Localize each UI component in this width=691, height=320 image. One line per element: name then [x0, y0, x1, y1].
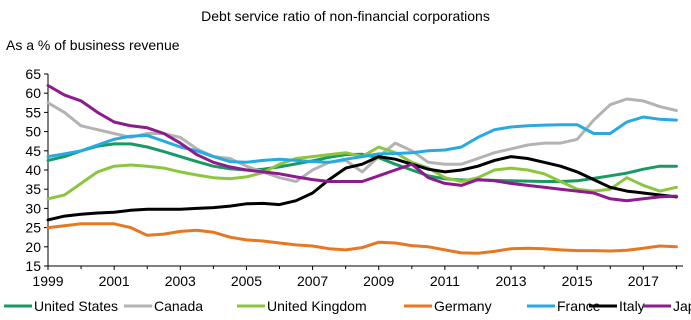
y-tick-label: 55 [25, 104, 41, 120]
y-tick-label: 45 [25, 143, 41, 159]
series-layer [46, 84, 678, 255]
legend-label: United Kingdom [267, 298, 367, 314]
x-tick-label: 2001 [99, 273, 130, 289]
y-tick-label: 30 [25, 200, 41, 216]
y-tick-label: 60 [25, 85, 41, 101]
legend-item: Japan [643, 298, 691, 314]
series-line-italy [46, 155, 678, 222]
axes: 15 20 25 30 35 40 45 50 55 60 65 1999 2001 2003 2005 20… [25, 66, 683, 289]
legend-label: Italy [619, 298, 645, 314]
x-tick-label: 2011 [430, 273, 460, 289]
legend-item: France [527, 298, 601, 314]
x-tick-label: 2015 [562, 273, 593, 289]
x-tick-label: 2017 [628, 273, 659, 289]
y-tick-label: 20 [25, 239, 41, 255]
y-tick-label: 65 [25, 66, 41, 82]
chart-title: Debt service ratio of non-financial corp… [201, 8, 490, 24]
legend-item: Germany [404, 298, 492, 314]
legend-label: France [557, 298, 601, 314]
y-tick-label: 40 [25, 162, 41, 178]
y-tick-label: 35 [25, 181, 41, 197]
series-line-france [46, 115, 678, 164]
series-line-united-states [46, 142, 678, 183]
x-tick-label: 2005 [231, 273, 262, 289]
legend-item: United Kingdom [237, 298, 367, 314]
x-tick-label: 2003 [165, 273, 196, 289]
y-tick-label: 50 [25, 124, 41, 140]
legend-label: Canada [154, 298, 203, 314]
x-tick-label: 1999 [32, 273, 63, 289]
legend-item: United States [4, 298, 118, 314]
legend-label: Germany [434, 298, 492, 314]
x-tick-label: 2009 [363, 273, 394, 289]
y-tick-label: 25 [25, 220, 41, 236]
series-line-germany [46, 222, 678, 255]
x-tick-label: 2007 [297, 273, 328, 289]
legend-label: United States [34, 298, 118, 314]
series-line-japan [46, 84, 678, 203]
y-axis-label: As a % of business revenue [6, 37, 180, 53]
series-line-canada [46, 97, 678, 183]
x-tick-label: 2013 [495, 273, 526, 289]
y-tick-label: 15 [25, 258, 41, 274]
legend-label: Japan [673, 298, 691, 314]
legend-item: Canada [124, 298, 203, 314]
legend: United States Canada United Kingdom Germany… [4, 298, 691, 314]
legend-item: Italy [589, 298, 645, 314]
